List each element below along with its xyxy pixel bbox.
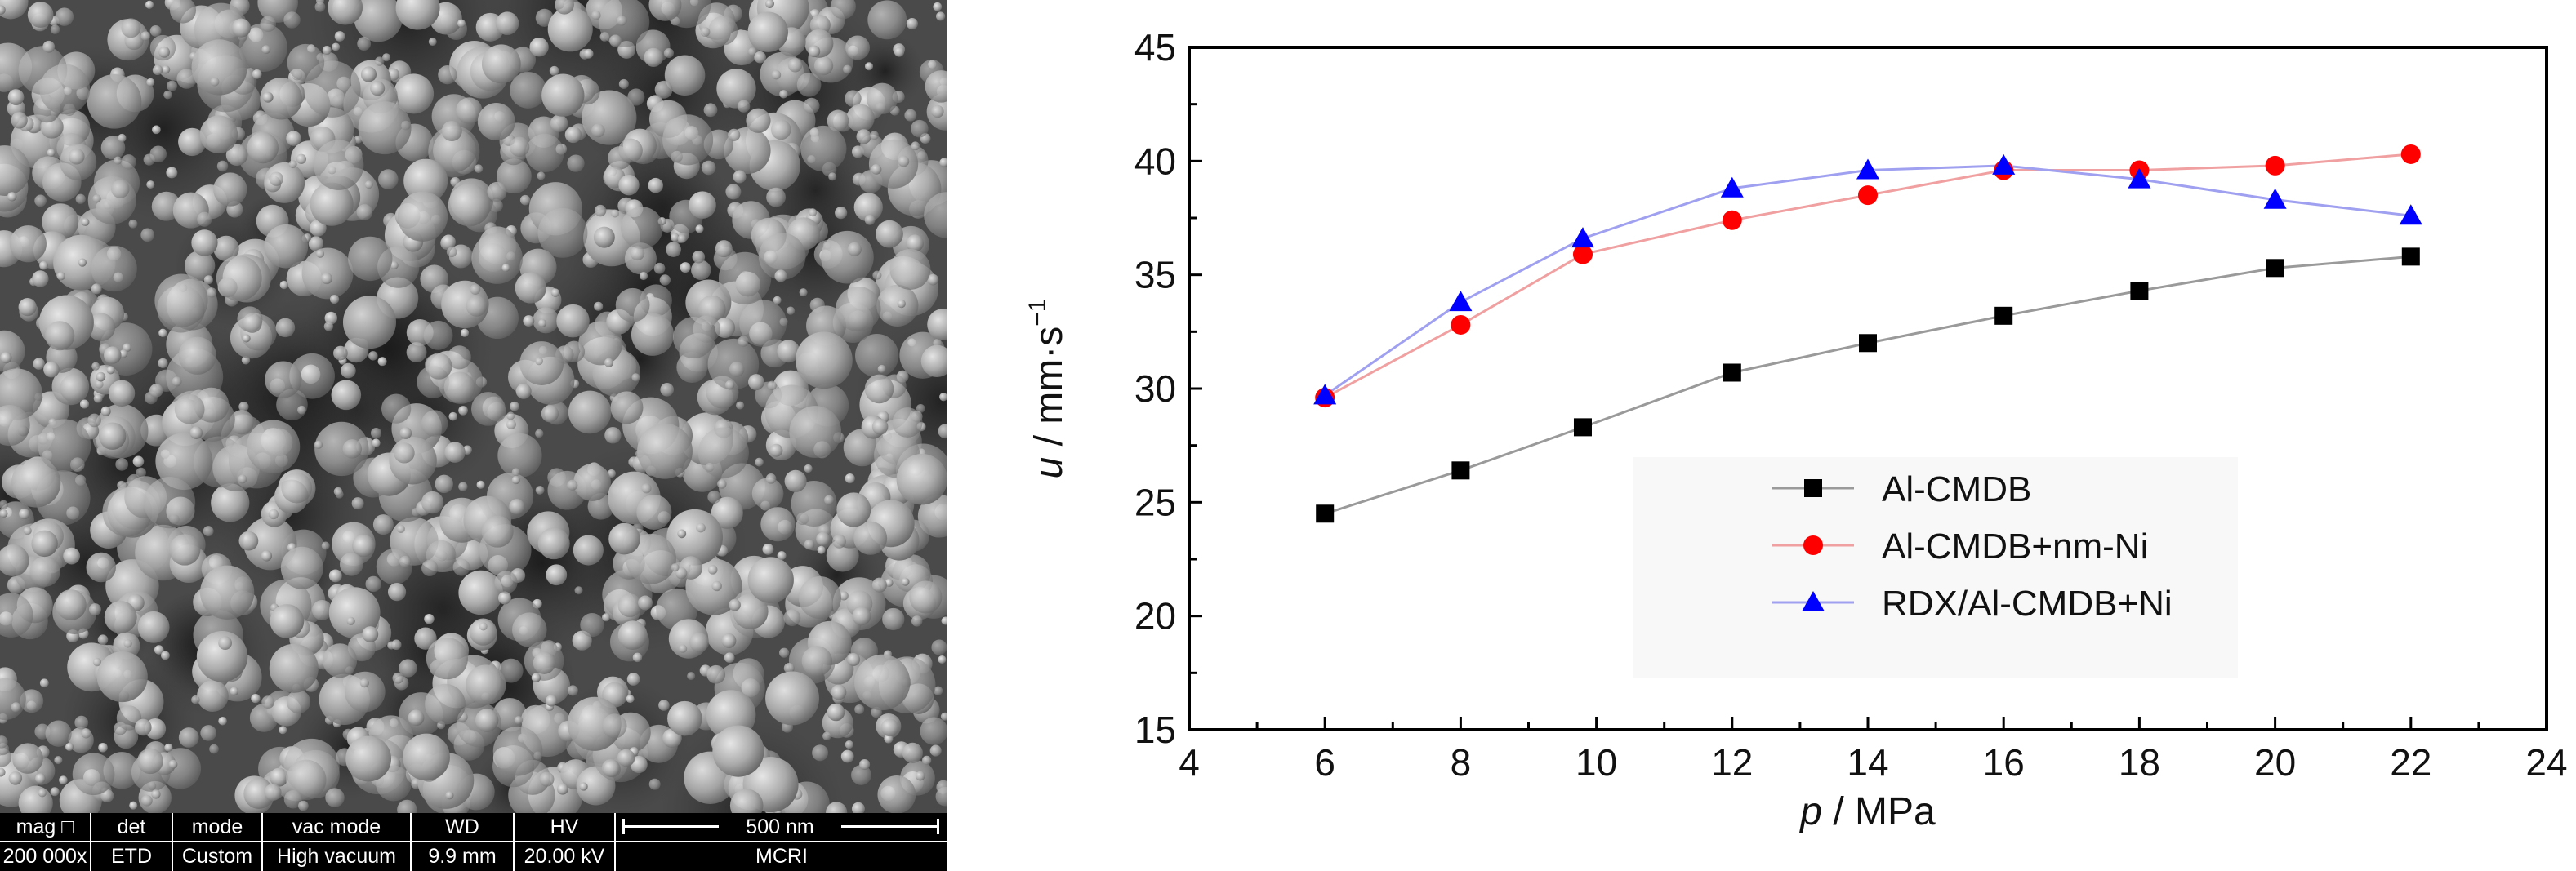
info-value-mag: 200 000x	[2, 845, 87, 868]
data-point-series-3	[1313, 384, 1337, 405]
info-header-mag: mag □	[16, 815, 74, 838]
x-axis-title: p / MPa	[1798, 790, 1936, 833]
x-tick-label: 6	[1314, 741, 1335, 784]
legend-background	[1633, 457, 2238, 678]
legend-label: Al-CMDB	[1882, 469, 2031, 509]
data-point-series-2	[1858, 185, 1878, 206]
x-tick-label: 10	[1575, 741, 1617, 784]
legend-label: RDX/Al-CMDB+Ni	[1882, 584, 2173, 624]
legend-label: Al-CMDB+nm-Ni	[1882, 527, 2148, 567]
x-tick-label: 4	[1179, 741, 1200, 784]
info-header-wd: WD	[445, 815, 479, 838]
data-point-series-1	[1723, 363, 1741, 382]
legend: Al-CMDB Al-CMDB+nm-Ni RDX/Al-CMDB+Ni	[1772, 469, 2173, 624]
data-point-series-3	[1856, 158, 1879, 180]
series-markers	[1313, 144, 2422, 523]
sem-micrograph: mag □ det mode vac mode WD HV 500 nm 200…	[0, 0, 947, 871]
data-point-series-1	[1573, 418, 1592, 437]
data-point-series-3	[1449, 291, 1473, 312]
data-point-series-3	[1992, 153, 2016, 175]
x-tick-label: 8	[1451, 741, 1472, 784]
y-axis: 15 20 25 30 35 40 45	[1134, 26, 1202, 751]
info-header-mode: mode	[191, 815, 243, 838]
data-point-series-1	[2130, 282, 2149, 300]
x-axis-unit: / MPa	[1822, 790, 1936, 833]
info-value-det: ETD	[111, 845, 152, 868]
sem-info-bar: mag □ det mode vac mode WD HV 500 nm 200…	[0, 813, 947, 871]
y-tick-label: 20	[1134, 595, 1176, 638]
x-tick-label: 14	[1847, 741, 1888, 784]
y-axis-unit: / mm·s	[1027, 327, 1071, 457]
y-axis-unit-sup: −1	[1024, 299, 1051, 327]
data-point-series-1	[1451, 461, 1470, 480]
data-point-series-2	[1572, 244, 1593, 264]
data-point-series-3	[1571, 227, 1594, 248]
data-point-series-1	[1859, 334, 1877, 353]
info-header-hv: HV	[550, 815, 579, 838]
data-point-series-3	[2128, 167, 2151, 189]
scale-bar-label: 500 nm	[719, 813, 841, 841]
sem-texture	[0, 0, 947, 813]
info-header-vac-mode: vac mode	[292, 815, 381, 838]
burning-rate-chart: 4 6 8 10 12 14 16 18 20 22 24 15 20 25 30 35 40 45 Al-CM…	[964, 0, 2576, 871]
y-tick-label: 40	[1134, 140, 1176, 182]
institution-label: MCRI	[755, 845, 808, 868]
data-point-series-1	[2266, 259, 2284, 278]
data-point-series-1	[1316, 504, 1335, 523]
x-tick-label: 16	[1983, 741, 2025, 784]
info-value-hv: 20.00 kV	[524, 845, 605, 868]
y-tick-label: 15	[1134, 709, 1176, 751]
y-tick-label: 30	[1134, 367, 1176, 410]
legend-marker	[1802, 591, 1825, 611]
legend-marker	[1804, 479, 1822, 497]
data-point-series-2	[2265, 155, 2285, 176]
chart-svg: 4 6 8 10 12 14 16 18 20 22 24 15 20 25 30 35 40 45 Al-CM…	[1024, 26, 2568, 833]
y-tick-label: 45	[1134, 26, 1176, 69]
x-tick-label: 24	[2525, 741, 2567, 784]
y-axis-title: u / mm·s−1	[1024, 299, 1071, 479]
data-point-series-3	[1720, 176, 1744, 198]
x-tick-label: 18	[2119, 741, 2160, 784]
x-tick-label: 22	[2390, 741, 2431, 784]
y-tick-label: 25	[1134, 481, 1176, 523]
data-point-series-2	[1451, 314, 1471, 335]
info-value-mode: Custom	[181, 845, 253, 868]
x-tick-label: 12	[1711, 741, 1753, 784]
legend-marker	[1803, 535, 1823, 555]
x-axis-var: p	[1798, 790, 1822, 833]
data-point-series-1	[2401, 247, 2420, 266]
data-point-series-2	[1722, 210, 1742, 230]
y-tick-label: 35	[1134, 254, 1176, 296]
x-tick-label: 20	[2254, 741, 2296, 784]
data-point-series-1	[1994, 306, 2013, 325]
info-value-wd: 9.9 mm	[428, 845, 497, 868]
info-header-det: det	[117, 815, 146, 838]
info-value-vac-mode: High vacuum	[277, 845, 396, 868]
data-point-series-3	[2399, 204, 2422, 225]
y-axis-var: u	[1027, 457, 1071, 479]
data-point-series-2	[2400, 144, 2421, 164]
data-point-series-3	[2263, 188, 2287, 209]
x-axis: 4 6 8 10 12 14 16 18 20 22 24	[1179, 717, 2568, 784]
